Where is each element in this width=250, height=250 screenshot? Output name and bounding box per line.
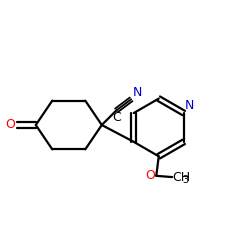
Text: N: N (132, 86, 142, 99)
Text: CH: CH (173, 170, 191, 183)
Text: C: C (112, 111, 121, 124)
Text: N: N (185, 99, 194, 112)
Text: O: O (6, 118, 16, 132)
Text: 3: 3 (182, 174, 188, 184)
Text: O: O (145, 169, 155, 182)
